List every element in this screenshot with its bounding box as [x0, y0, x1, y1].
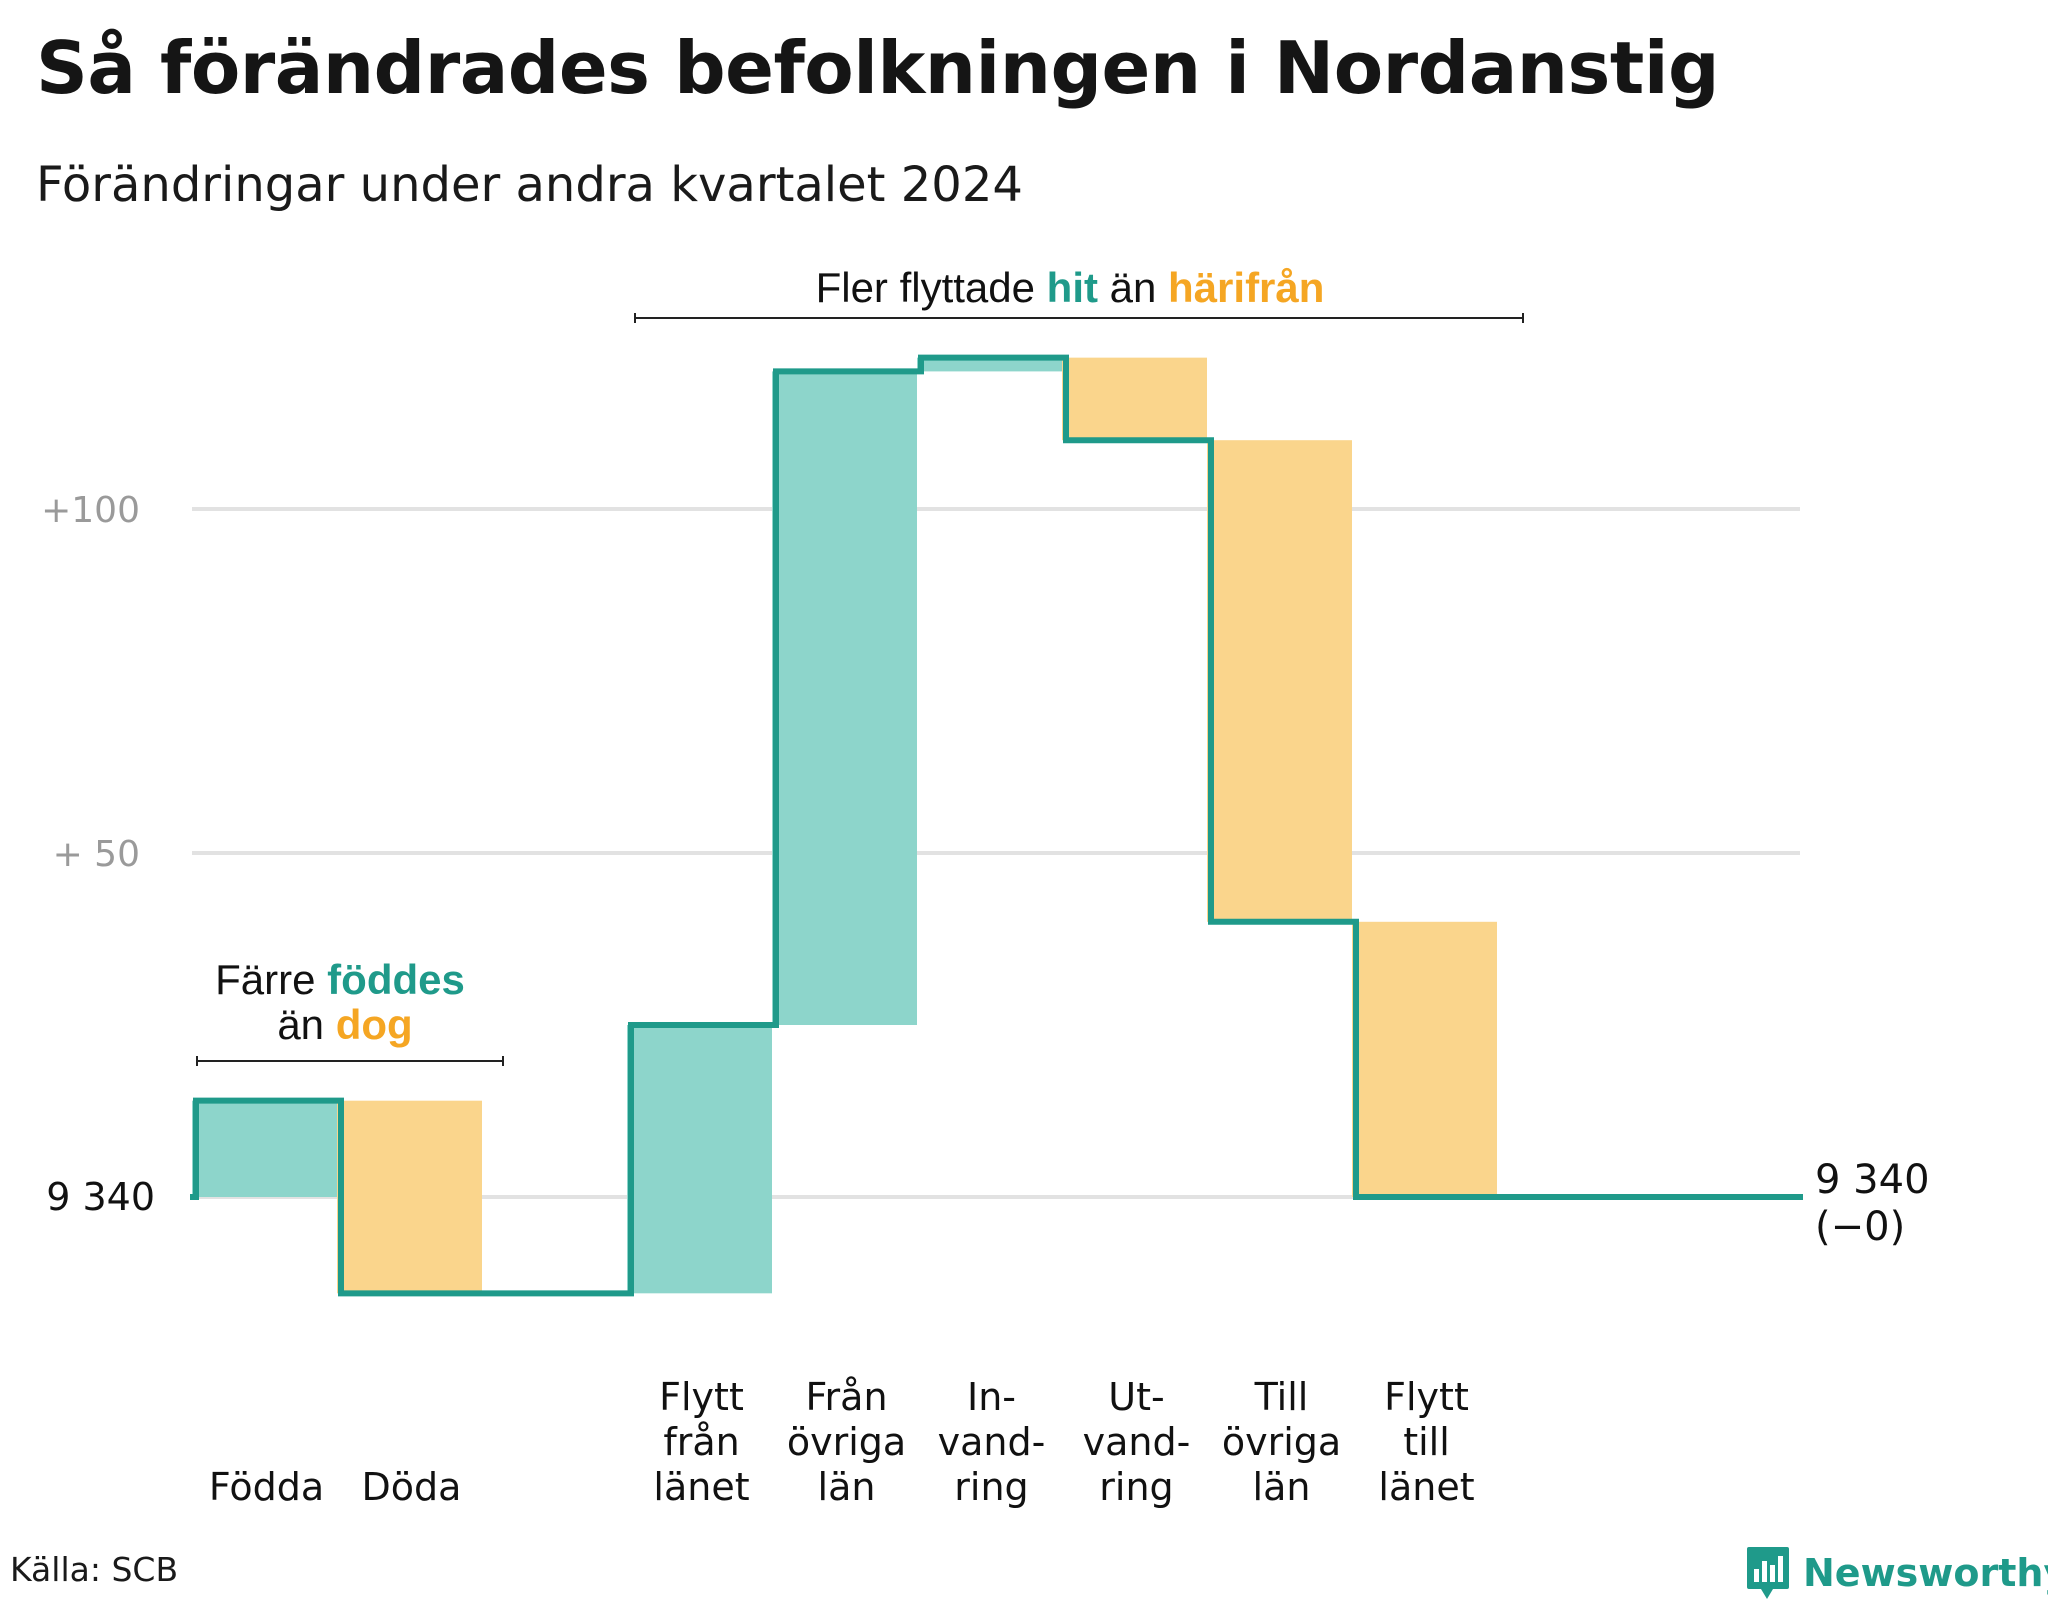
category-label: ring: [1099, 1465, 1173, 1509]
annotation-births-deaths-line1: Färre föddes: [215, 956, 465, 1003]
category-label: från: [663, 1420, 739, 1464]
category-label: Ut-: [1108, 1375, 1164, 1419]
waterfall-bar: [1062, 357, 1207, 441]
category-label: Från: [805, 1375, 887, 1419]
category-label: vand-: [938, 1420, 1046, 1464]
bar-chart-speech-bubble-icon: [1747, 1547, 1789, 1599]
category-label: Födda: [209, 1465, 324, 1509]
category-label: övriga: [787, 1420, 906, 1464]
category-label: Flytt: [659, 1375, 744, 1419]
category-label: till: [1403, 1420, 1450, 1464]
cumulative-line: [190, 354, 1803, 1297]
waterfall-bar: [1207, 440, 1352, 922]
chart-subtitle: Förändringar under andra kvartalet 2024: [36, 157, 1023, 213]
category-label: Till: [1254, 1375, 1309, 1419]
y-tick-label: 9 340: [46, 1175, 155, 1219]
waterfall-bar: [917, 357, 1062, 372]
waterfall-bar: [337, 1100, 482, 1294]
category-label: övriga: [1222, 1420, 1341, 1464]
brand-logo: Newsworthy: [1745, 1545, 2048, 1601]
chart-title: Så förändrades befolkningen i Nordanstig: [36, 26, 1720, 110]
category-label: län: [1253, 1465, 1311, 1509]
y-tick-label: + 50: [53, 834, 140, 875]
category-label: länet: [653, 1465, 749, 1509]
category-label: län: [818, 1465, 876, 1509]
category-label: ring: [954, 1465, 1028, 1509]
end-value-label: 9 340: [1815, 1157, 1930, 1203]
annotation-births-deaths-line2: än dog: [277, 1001, 412, 1048]
waterfall-bar: [1352, 921, 1497, 1197]
end-change-label: (−0): [1815, 1204, 1905, 1250]
category-label: vand-: [1083, 1420, 1191, 1464]
category-label: In-: [967, 1375, 1016, 1419]
waterfall-bar: [192, 1100, 337, 1197]
brand-name: Newsworthy: [1803, 1551, 2048, 1595]
y-tick-label: +100: [41, 490, 140, 531]
source-note: Källa: SCB: [10, 1550, 179, 1589]
category-label: länet: [1378, 1465, 1474, 1509]
category-label: Döda: [362, 1465, 462, 1509]
annotation-migration: Fler flyttade hit än härifrån: [816, 264, 1325, 311]
category-label: Flytt: [1384, 1375, 1469, 1419]
waterfall-bar: [772, 371, 917, 1025]
waterfall-bar: [627, 1025, 772, 1294]
